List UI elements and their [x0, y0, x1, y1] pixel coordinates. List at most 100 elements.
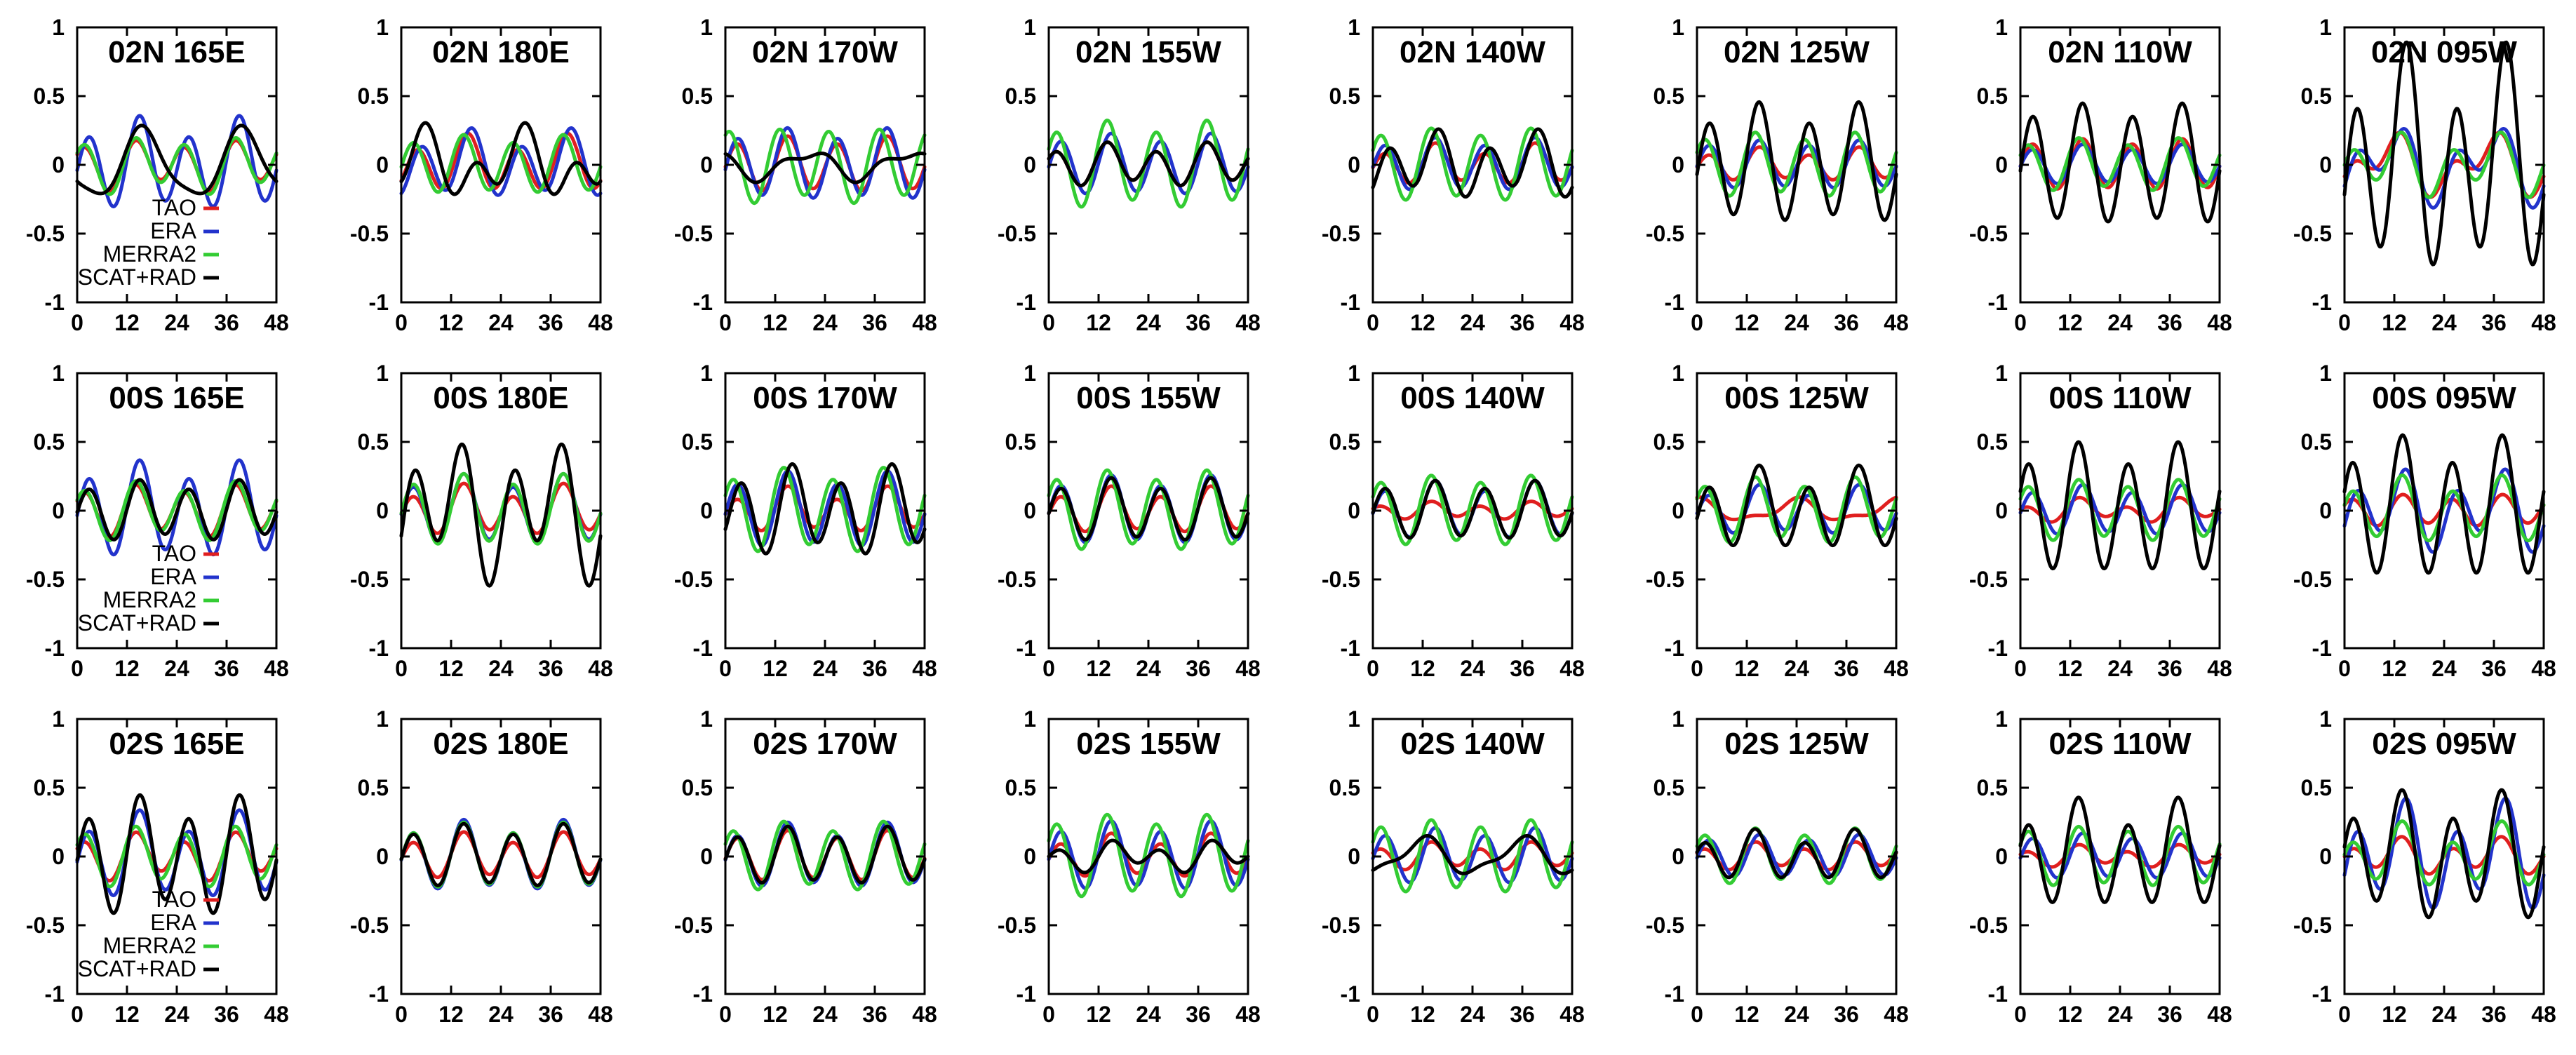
x-tick-label: 0	[1367, 1002, 1379, 1027]
panel-title: 02S 165E	[109, 727, 244, 761]
x-tick-label: 0	[395, 656, 408, 681]
series-line-scat-rad	[399, 442, 603, 588]
x-tick-label: 12	[114, 1002, 140, 1027]
series-line-scat-rad	[1371, 834, 1574, 875]
series-line-merra2	[399, 471, 603, 546]
y-tick-label: 0	[1995, 844, 2008, 869]
legend-label: MERRA2	[103, 241, 196, 267]
x-tick-label: 0	[395, 310, 408, 335]
y-tick-label: 0	[700, 498, 713, 523]
y-tick-label: 0.5	[1005, 429, 1036, 455]
y-tick-label: -1	[1988, 290, 2008, 315]
y-tick-label: 1	[52, 361, 65, 386]
y-tick-label: -0.5	[1646, 913, 1684, 938]
y-tick-label: -0.5	[1646, 567, 1684, 592]
y-tick-label: -1	[369, 981, 389, 1007]
legend-label: SCAT+RAD	[78, 264, 196, 290]
y-tick-label: 1	[700, 15, 713, 40]
x-tick-label: 0	[2014, 310, 2027, 335]
series-line-scat-rad	[723, 462, 927, 556]
y-tick-label: 0	[1348, 152, 1360, 177]
y-tick-label: 0.5	[358, 775, 389, 800]
series-line-era	[399, 126, 603, 197]
y-tick-label: -1	[693, 636, 713, 661]
y-tick-label: -0.5	[26, 221, 65, 246]
y-tick-label: -0.5	[998, 913, 1036, 938]
series-line-merra2	[1371, 126, 1574, 202]
x-tick-label: 36	[1186, 310, 1211, 335]
y-tick-label: -1	[369, 290, 389, 315]
x-tick-label: 48	[264, 1002, 289, 1027]
x-tick-label: 48	[1235, 1002, 1261, 1027]
y-tick-label: 1	[1024, 706, 1036, 732]
y-tick-label: -1	[693, 981, 713, 1007]
x-tick-label: 0	[2338, 310, 2351, 335]
x-tick-label: 24	[1460, 656, 1485, 681]
y-tick-label: -1	[1017, 290, 1036, 315]
x-tick-label: 0	[71, 656, 83, 681]
x-tick-label: 24	[1460, 1002, 1485, 1027]
series-line-scat-rad	[399, 821, 603, 887]
x-tick-label: 36	[214, 310, 239, 335]
series-line-scat-rad	[2018, 101, 2222, 224]
x-tick-label: 0	[1691, 310, 1703, 335]
x-tick-label: 36	[2157, 1002, 2182, 1027]
y-tick-label: 0.5	[682, 775, 713, 800]
x-tick-label: 36	[862, 1002, 887, 1027]
x-tick-label: 12	[2058, 310, 2083, 335]
x-tick-label: 0	[719, 656, 732, 681]
x-tick-label: 12	[1410, 656, 1435, 681]
series-line-scat-rad	[2018, 795, 2222, 904]
panel-title: 00S 095W	[2372, 381, 2516, 415]
x-tick-label: 48	[1884, 310, 1909, 335]
series-line-scat-rad	[1047, 838, 1250, 875]
x-tick-label: 24	[2107, 656, 2133, 681]
y-tick-label: 1	[1348, 361, 1360, 386]
series-line-era	[2342, 796, 2546, 910]
x-tick-label: 12	[114, 656, 140, 681]
series-line-era	[723, 126, 927, 200]
series-line-merra2	[1047, 812, 1250, 899]
legend-label: TAO	[152, 195, 196, 220]
legend-label: TAO	[152, 541, 196, 566]
x-tick-label: 0	[71, 310, 83, 335]
panel-title: 02N 165E	[108, 35, 246, 69]
y-tick-label: -0.5	[998, 567, 1036, 592]
x-tick-label: 0	[1367, 310, 1379, 335]
series-line-merra2	[75, 824, 279, 889]
series-line-scat-rad	[1371, 478, 1574, 540]
y-tick-label: 0.5	[1005, 775, 1036, 800]
y-tick-label: -1	[2312, 290, 2332, 315]
y-tick-label: 0	[376, 844, 389, 869]
series-line-merra2	[1047, 468, 1250, 551]
y-tick-label: 0.5	[682, 83, 713, 109]
x-tick-label: 12	[1410, 310, 1435, 335]
x-tick-label: 24	[1136, 310, 1161, 335]
y-tick-label: 0	[1348, 844, 1360, 869]
y-tick-label: 1	[52, 706, 65, 732]
panel-title: 00S 180E	[433, 381, 568, 415]
y-tick-label: 1	[376, 15, 389, 40]
x-tick-label: 12	[2058, 656, 2083, 681]
series-line-merra2	[1371, 818, 1574, 894]
x-tick-label: 12	[438, 310, 464, 335]
y-tick-label: 0.5	[1977, 83, 2008, 109]
y-tick-label: 0	[1995, 152, 2008, 177]
x-tick-label: 36	[1510, 310, 1535, 335]
legend-label: MERRA2	[103, 933, 196, 958]
y-tick-label: -0.5	[1969, 567, 2008, 592]
y-tick-label: 0.5	[34, 429, 65, 455]
y-tick-label: 1	[700, 706, 713, 732]
x-tick-label: 48	[1559, 656, 1585, 681]
x-tick-label: 12	[2382, 310, 2407, 335]
x-tick-label: 36	[1510, 656, 1535, 681]
y-tick-label: -0.5	[2293, 221, 2332, 246]
